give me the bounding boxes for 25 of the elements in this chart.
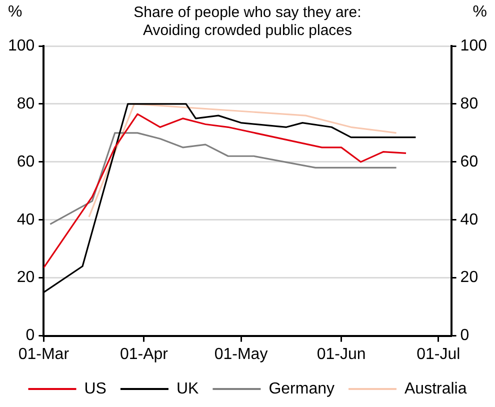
text: Avoiding crowded public places	[142, 22, 352, 40]
y-tick-label: 0	[26, 327, 35, 344]
y2-tick-label: 80	[460, 95, 478, 112]
legend-label: US	[84, 380, 106, 398]
x-tick-label: 01-Mar	[18, 346, 70, 363]
y2-tick-label: 20	[460, 269, 478, 286]
y2-tick-label: 100	[460, 37, 488, 54]
y-tick-label: 100	[8, 37, 35, 54]
y-tick-label: 40	[16, 211, 35, 228]
y-tick-label: 20	[16, 269, 35, 286]
y2-tick-label: 40	[460, 211, 478, 228]
y2-tick-label: 60	[460, 153, 478, 170]
legend-label: Germany	[268, 380, 334, 398]
legend-label: Australia	[404, 380, 467, 398]
x-tick-label: 01-Apr	[120, 346, 169, 363]
y-tick-label: 60	[16, 153, 35, 170]
legend-label: UK	[176, 380, 200, 398]
text: Share of people who say they are:	[134, 4, 362, 22]
y2-tick-label: 0	[460, 327, 470, 344]
x-tick-label: 01-Jun	[316, 346, 366, 363]
x-tick-label: 01-May	[214, 346, 268, 363]
y2-axis-title: %	[472, 3, 487, 20]
y-axis-title: %	[8, 3, 22, 20]
x-tick-label: 01-Jul	[416, 346, 460, 363]
y-tick-label: 80	[16, 95, 35, 112]
